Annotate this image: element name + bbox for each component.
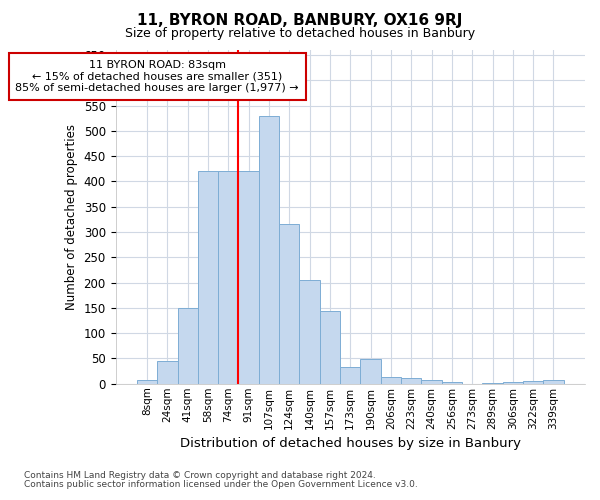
Text: Size of property relative to detached houses in Banbury: Size of property relative to detached ho… xyxy=(125,28,475,40)
Bar xyxy=(401,378,421,384)
Bar xyxy=(320,312,340,384)
Y-axis label: Number of detached properties: Number of detached properties xyxy=(65,124,78,310)
Bar xyxy=(218,172,238,384)
Bar xyxy=(178,308,198,384)
Bar xyxy=(198,172,218,384)
Bar xyxy=(157,361,178,384)
X-axis label: Distribution of detached houses by size in Banbury: Distribution of detached houses by size … xyxy=(180,437,521,450)
Text: 11, BYRON ROAD, BANBURY, OX16 9RJ: 11, BYRON ROAD, BANBURY, OX16 9RJ xyxy=(137,12,463,28)
Text: Contains HM Land Registry data © Crown copyright and database right 2024.: Contains HM Land Registry data © Crown c… xyxy=(24,471,376,480)
Bar xyxy=(442,382,462,384)
Bar xyxy=(503,382,523,384)
Bar xyxy=(544,380,563,384)
Text: 11 BYRON ROAD: 83sqm
← 15% of detached houses are smaller (351)
85% of semi-deta: 11 BYRON ROAD: 83sqm ← 15% of detached h… xyxy=(16,60,299,94)
Bar xyxy=(238,172,259,384)
Bar xyxy=(137,380,157,384)
Bar xyxy=(279,224,299,384)
Bar xyxy=(381,376,401,384)
Bar xyxy=(299,280,320,384)
Bar xyxy=(523,381,544,384)
Bar xyxy=(340,367,361,384)
Bar xyxy=(259,116,279,384)
Text: Contains public sector information licensed under the Open Government Licence v3: Contains public sector information licen… xyxy=(24,480,418,489)
Bar xyxy=(421,380,442,384)
Bar xyxy=(361,360,381,384)
